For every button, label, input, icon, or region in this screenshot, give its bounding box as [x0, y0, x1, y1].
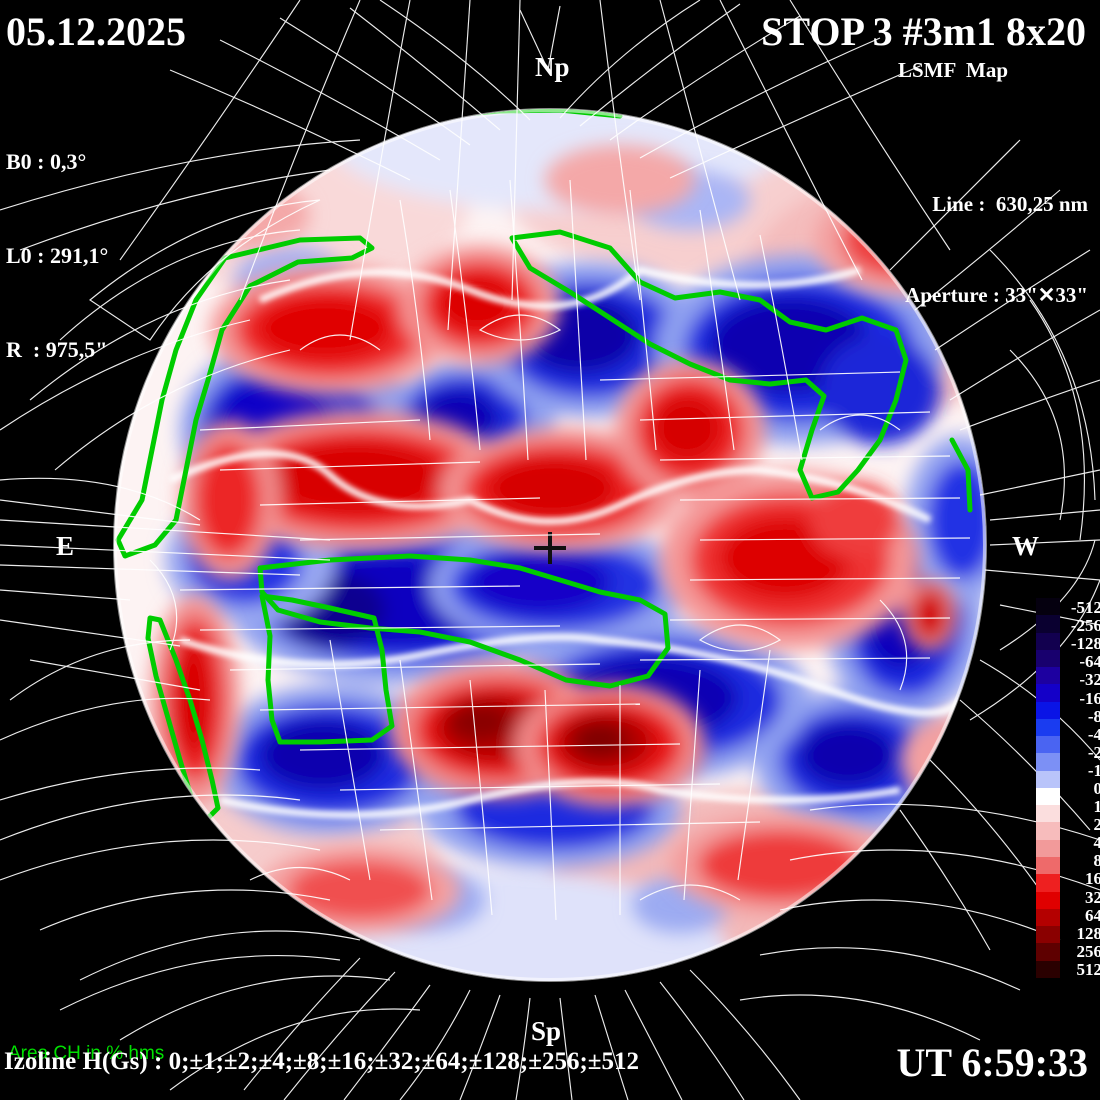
colorbar-band [1036, 960, 1060, 978]
colorbar-tick: -64 [1079, 652, 1100, 672]
instrument-settings-block: Line : 630,25 nm Aperture : 33"✕33" [905, 128, 1088, 372]
colorbar-band [1036, 787, 1060, 806]
colorbar-band [1036, 926, 1060, 944]
b0-value: B0 : 0,3° [6, 149, 87, 175]
izoline-legend: Izoline H(Gs) : 0;±1;±2;±4;±8;±16;±32;±6… [4, 1048, 640, 1075]
aperture-value: Aperture : 33"✕33" [905, 283, 1088, 308]
colorbar-tick: 32 [1085, 887, 1100, 907]
colorbar-tick: 16 [1085, 869, 1100, 889]
observation-date: 05.12.2025 [6, 9, 186, 54]
spectral-line-value: Line : 630,25 nm [932, 191, 1088, 216]
l0-value: L0 : 291,1° [6, 243, 109, 269]
ut-time: UT 6:59:33 [896, 1040, 1088, 1085]
colorbar-tick: -8 [1087, 706, 1100, 726]
radius-value: R : 975,5" [6, 336, 108, 362]
colorbar-band [1036, 770, 1060, 788]
east-limb-label: E [56, 531, 75, 561]
colorbar-band [1036, 736, 1060, 754]
north-pole-label: Np [535, 52, 570, 82]
colorbar-band [1036, 753, 1060, 771]
colorbar-band [1036, 667, 1060, 685]
west-limb-label: W [1012, 531, 1039, 561]
colorbar-tick: -256 [1070, 616, 1100, 636]
colorbar-band [1036, 598, 1060, 616]
map-type-label: LSMF Map [897, 58, 1008, 82]
colorbar-band [1036, 943, 1060, 961]
colorbar-tick-labels: -512 -256 -128 -64 -32 -16 -8 -4 -2 -1 0 1 2 4 8 16 32 64… [1062, 590, 1100, 986]
colorbar-band [1036, 874, 1060, 892]
colorbar-band [1036, 908, 1060, 927]
colorbar-band [1036, 839, 1060, 857]
colorbar-band [1036, 856, 1060, 875]
colorbar-band [1036, 891, 1060, 909]
colorbar-band [1036, 701, 1060, 719]
south-pole-label: Sp [531, 1016, 562, 1046]
colorbar-tick: -128 [1070, 634, 1100, 654]
colorbar-band [1036, 718, 1060, 737]
colorbar-tick: -1 [1087, 760, 1100, 780]
colorbar-tick: 4 [1093, 833, 1100, 853]
colorbar-tick: 512 [1076, 959, 1100, 979]
colorbar-tick: -4 [1087, 724, 1100, 744]
colorbar-tick: -16 [1079, 688, 1100, 708]
colorbar-band [1036, 649, 1060, 668]
colorbar-tick: 64 [1085, 905, 1100, 925]
colorbar-tick: 256 [1076, 941, 1100, 961]
solar-geometry-block: B0 : 0,3° L0 : 291,1° R : 975,5" [6, 84, 108, 428]
colorbar-tick: 2 [1093, 815, 1100, 835]
colorbar-tick: 128 [1076, 923, 1100, 943]
colorbar-band [1036, 822, 1060, 840]
instrument-title: STOP 3 #3m1 8x20 [761, 9, 1086, 54]
colorbar-tick: 8 [1093, 851, 1100, 871]
colorbar-tick: 1 [1093, 797, 1100, 817]
colorbar-band [1036, 684, 1060, 702]
colorbar-tick: 0 [1093, 779, 1100, 798]
colorbar-band [1036, 615, 1060, 633]
magnetic-field-colorbar [1036, 598, 1060, 978]
colorbar-tick: -2 [1087, 742, 1100, 762]
colorbar-tick: -32 [1079, 670, 1100, 690]
coronal-hole-heading: Area CH in % hms [8, 1042, 165, 1064]
colorbar-band [1036, 632, 1060, 650]
coronal-hole-stats-block: Area CH in % hms Total: 13.99 Cent(45 de… [8, 994, 286, 1100]
colorbar-band [1036, 805, 1060, 823]
colorbar-tick: -512 [1070, 598, 1100, 618]
